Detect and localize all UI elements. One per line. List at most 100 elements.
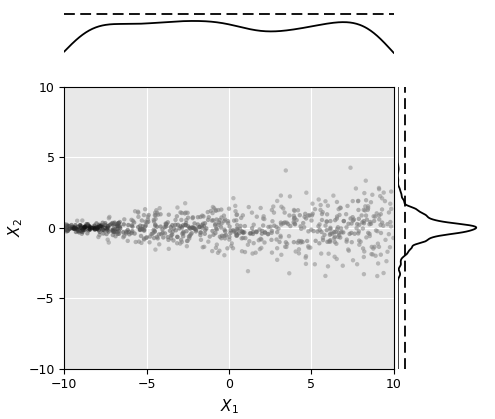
Point bbox=[109, 229, 117, 235]
Point bbox=[178, 224, 186, 231]
Point bbox=[268, 207, 276, 213]
Point bbox=[378, 206, 386, 213]
Point bbox=[326, 226, 334, 233]
Point bbox=[290, 239, 298, 246]
Point bbox=[161, 224, 169, 230]
Point bbox=[194, 221, 202, 228]
Point bbox=[99, 230, 107, 237]
X-axis label: $X_1$: $X_1$ bbox=[220, 397, 239, 416]
Point bbox=[155, 241, 163, 248]
Point bbox=[151, 212, 159, 219]
Point bbox=[211, 222, 219, 229]
Point bbox=[382, 236, 390, 243]
Point bbox=[331, 233, 339, 240]
Point bbox=[172, 227, 180, 234]
Point bbox=[72, 229, 80, 235]
Point bbox=[261, 229, 269, 236]
Point bbox=[142, 235, 150, 241]
Point bbox=[212, 207, 220, 214]
Point bbox=[241, 223, 249, 230]
Point bbox=[75, 228, 83, 235]
Point bbox=[301, 254, 309, 261]
Point bbox=[331, 239, 339, 246]
Point bbox=[104, 236, 112, 243]
Point bbox=[335, 229, 343, 236]
Point bbox=[99, 227, 107, 233]
Point bbox=[252, 229, 260, 235]
Point bbox=[150, 228, 158, 235]
Point bbox=[151, 222, 159, 229]
Point bbox=[244, 241, 252, 248]
Point bbox=[78, 227, 86, 234]
Point bbox=[317, 202, 325, 208]
Point bbox=[220, 252, 228, 259]
Point bbox=[281, 209, 289, 216]
Point bbox=[343, 224, 350, 231]
Point bbox=[354, 197, 362, 204]
Point bbox=[324, 202, 332, 209]
Point bbox=[84, 222, 92, 229]
Point bbox=[70, 225, 78, 232]
Point bbox=[131, 208, 139, 215]
Point bbox=[321, 231, 329, 238]
Point bbox=[208, 248, 216, 254]
Point bbox=[93, 220, 100, 227]
Point bbox=[114, 230, 122, 237]
Point bbox=[209, 217, 217, 224]
Point bbox=[170, 225, 178, 232]
Point bbox=[105, 228, 113, 235]
Point bbox=[208, 228, 216, 234]
Point bbox=[149, 230, 157, 237]
Point bbox=[211, 230, 219, 236]
Point bbox=[191, 220, 198, 227]
Point bbox=[184, 223, 192, 230]
Point bbox=[330, 235, 338, 241]
Point bbox=[297, 239, 304, 246]
Point bbox=[212, 225, 220, 232]
Point bbox=[162, 220, 170, 227]
Point bbox=[122, 228, 130, 235]
Point bbox=[128, 230, 136, 236]
Point bbox=[328, 230, 336, 237]
Point bbox=[167, 224, 175, 230]
Point bbox=[122, 230, 130, 237]
Point bbox=[217, 224, 225, 231]
Point bbox=[152, 207, 160, 214]
Point bbox=[349, 257, 357, 264]
Point bbox=[95, 234, 102, 241]
Point bbox=[268, 228, 276, 234]
Point bbox=[378, 195, 386, 202]
Point bbox=[129, 217, 137, 224]
Point bbox=[201, 220, 209, 227]
Point bbox=[155, 231, 163, 238]
Point bbox=[327, 218, 335, 225]
Point bbox=[308, 212, 316, 219]
Point bbox=[326, 231, 334, 238]
Point bbox=[84, 221, 92, 228]
Point bbox=[105, 214, 113, 220]
Point bbox=[113, 226, 121, 233]
Point bbox=[96, 223, 104, 230]
Point bbox=[210, 205, 218, 212]
Point bbox=[255, 226, 263, 233]
Point bbox=[335, 232, 343, 239]
Point bbox=[387, 223, 395, 230]
Point bbox=[101, 222, 109, 228]
Point bbox=[238, 248, 246, 255]
Point bbox=[142, 218, 149, 225]
Point bbox=[317, 229, 325, 235]
Point bbox=[319, 209, 327, 215]
Point bbox=[381, 198, 389, 204]
Point bbox=[108, 227, 116, 233]
Point bbox=[148, 231, 155, 238]
Point bbox=[279, 205, 287, 212]
Point bbox=[273, 229, 281, 235]
Point bbox=[156, 205, 164, 212]
Point bbox=[151, 212, 159, 218]
Point bbox=[109, 232, 117, 238]
Point bbox=[301, 210, 309, 217]
Point bbox=[291, 220, 298, 227]
Point bbox=[283, 243, 291, 250]
Point bbox=[233, 231, 241, 238]
Point bbox=[240, 229, 248, 236]
